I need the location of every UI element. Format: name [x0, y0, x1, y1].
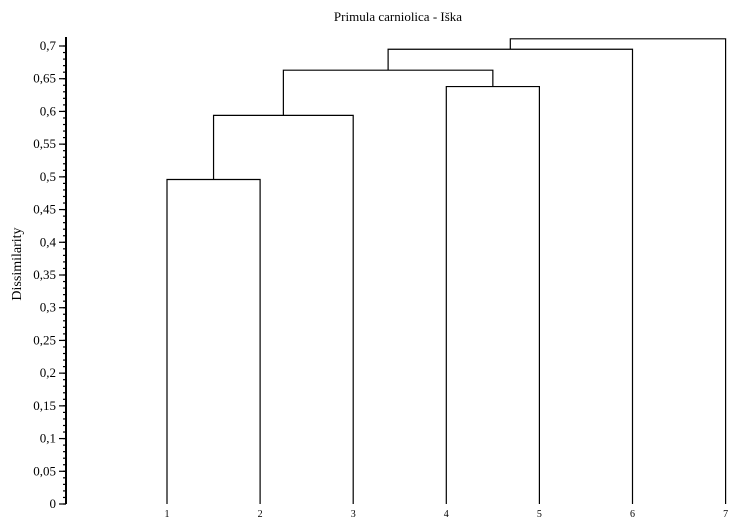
dendrogram-link: [282, 69, 494, 116]
leaf-label: 1: [165, 509, 170, 518]
y-tick-label: 0,25: [33, 332, 56, 347]
dendrogram-links: [166, 38, 727, 504]
y-axis-label: Dissimilarity: [10, 227, 25, 300]
chart-title: Primula carniolica - Iška: [334, 9, 462, 24]
leaf-labels: 1 2 3 4 5 6 7: [165, 509, 729, 518]
y-tick-label: 0,1: [40, 431, 56, 446]
leaf-label: 7: [723, 509, 728, 518]
leaf-label: 6: [630, 509, 635, 518]
dendrogram-link: [166, 178, 261, 504]
y-tick-label: 0,2: [40, 365, 56, 380]
dendrogram-link: [509, 38, 727, 504]
leaf-label: 5: [537, 509, 542, 518]
dendrogram-link: [387, 48, 634, 504]
y-tick-label: 0,65: [33, 71, 56, 86]
dendrogram-link: [212, 114, 354, 504]
y-tick-label: 0,6: [40, 103, 57, 118]
leaf-label: 3: [351, 509, 356, 518]
y-tick-label: 0,35: [33, 267, 56, 282]
y-tick-label: 0,3: [40, 300, 56, 315]
y-tick-label: 0,55: [33, 136, 56, 151]
y-axis: 0 0,05 0,1 0,15 0,2 0,25 0,3 0,35 0,4 0,45 0,5 0,55…: [33, 37, 67, 511]
leaf-label: 2: [258, 509, 263, 518]
dendrogram-link: [445, 85, 540, 504]
y-tick-label: 0,15: [33, 398, 56, 413]
y-tick-label: 0,05: [33, 463, 56, 478]
y-tick-label: 0,5: [40, 169, 56, 184]
y-tick-label: 0,45: [33, 202, 56, 217]
y-tick-label: 0,4: [40, 234, 57, 249]
leaf-label: 4: [444, 509, 449, 518]
y-tick-label: 0,7: [40, 38, 57, 53]
y-tick-label: 0: [50, 496, 57, 511]
